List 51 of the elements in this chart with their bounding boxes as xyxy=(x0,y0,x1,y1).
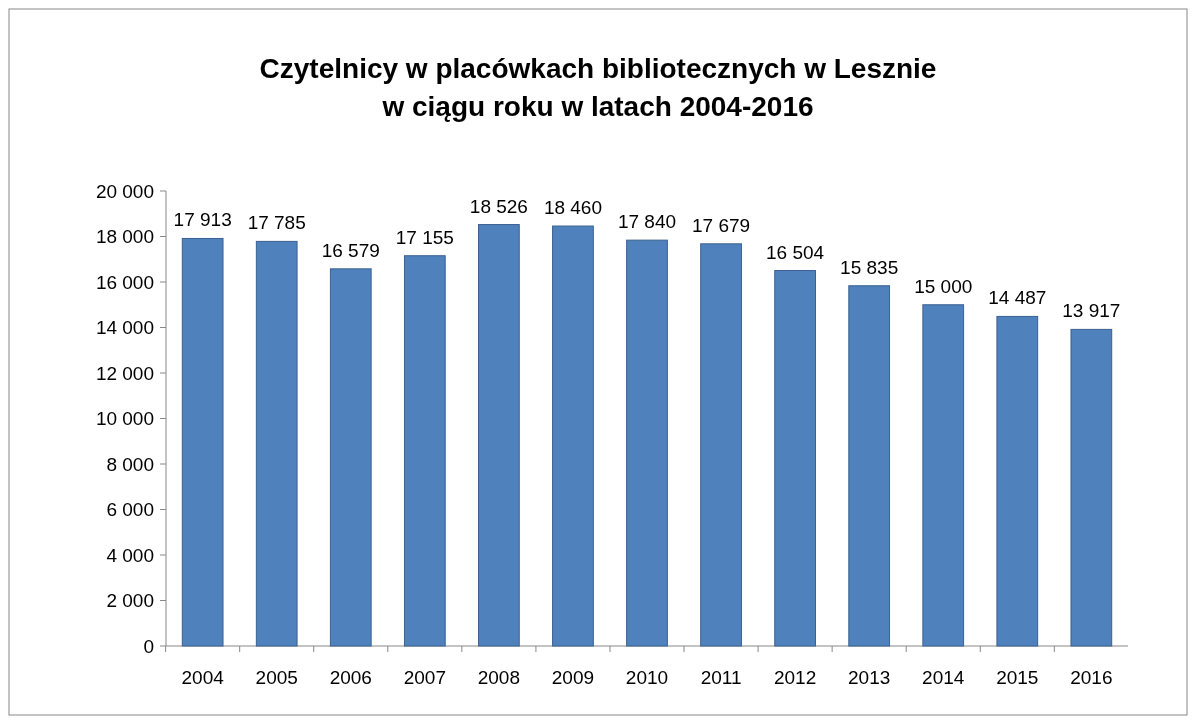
bar xyxy=(552,225,594,647)
y-tick-label: 4 000 xyxy=(106,544,154,566)
y-tick-label: 0 xyxy=(143,635,154,657)
y-tick-label: 18 000 xyxy=(95,226,154,248)
x-tick-label: 2014 xyxy=(922,667,965,688)
x-tick-label: 2016 xyxy=(1070,667,1113,688)
data-label: 15 000 xyxy=(914,275,973,297)
y-tick-label: 2 000 xyxy=(106,590,154,612)
bar xyxy=(181,237,224,647)
x-tick-label: 2008 xyxy=(477,667,521,688)
x-tick-label: 2009 xyxy=(551,667,595,688)
y-tick-label: 16 000 xyxy=(95,271,154,293)
data-label: 18 526 xyxy=(469,195,528,217)
x-tick-label: 2006 xyxy=(329,667,372,688)
bar xyxy=(255,240,298,647)
y-tick-label: 14 000 xyxy=(95,317,154,339)
x-tick-label: 2015 xyxy=(996,667,1039,688)
data-label: 17 840 xyxy=(617,211,677,233)
y-tick-label: 8 000 xyxy=(106,453,154,475)
bar xyxy=(848,285,891,647)
x-tick-label: 2007 xyxy=(403,667,446,688)
data-label: 15 835 xyxy=(840,256,899,278)
bar xyxy=(478,224,520,647)
bar xyxy=(329,268,372,647)
data-label: 17 155 xyxy=(395,226,454,248)
x-tick-label: 2013 xyxy=(848,667,891,688)
bar xyxy=(700,243,742,647)
x-tick-label: 2010 xyxy=(625,667,669,688)
data-label: 17 913 xyxy=(173,209,232,231)
data-label: 14 487 xyxy=(988,287,1047,309)
data-label: 17 785 xyxy=(247,212,306,234)
x-tick-label: 2012 xyxy=(773,667,817,688)
y-tick-label: 6 000 xyxy=(106,499,154,521)
x-tick-label: 2011 xyxy=(700,667,742,688)
data-label: 13 917 xyxy=(1062,300,1121,322)
x-tick-label: 2005 xyxy=(255,667,298,688)
y-tick-label: 20 000 xyxy=(95,180,154,202)
bar xyxy=(922,304,965,647)
data-label: 18 460 xyxy=(543,197,603,219)
data-label: 16 579 xyxy=(321,239,380,261)
data-label: 17 679 xyxy=(691,214,751,236)
chart-title: Czytelnicy w placówkach bibliotecznych w Lesznie w ciągu roku w latach 2004-2016 xyxy=(259,53,937,122)
bar xyxy=(996,315,1039,647)
y-tick-label: 10 000 xyxy=(95,408,154,430)
bar xyxy=(403,255,446,647)
x-tick-label: 2004 xyxy=(181,667,225,688)
data-label: 16 504 xyxy=(766,241,825,263)
bar xyxy=(774,270,816,647)
y-tick-label: 12 000 xyxy=(95,362,154,384)
bar xyxy=(626,239,668,647)
bar xyxy=(1070,328,1113,647)
